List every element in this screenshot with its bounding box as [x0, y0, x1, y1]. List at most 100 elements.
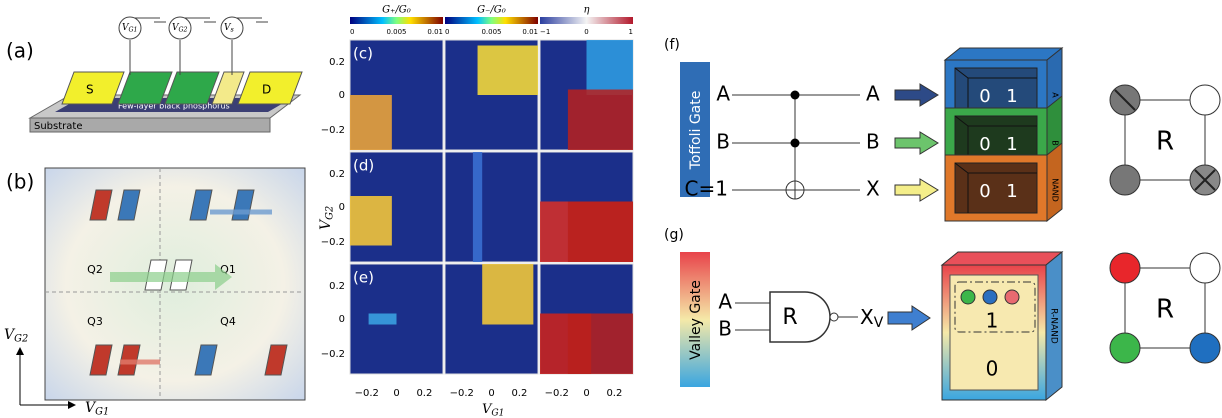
register-bit — [1189, 332, 1221, 364]
cube-digit: 0 — [979, 86, 990, 107]
x-tick-label: 0.2 — [606, 388, 622, 399]
register — [1124, 267, 1206, 349]
y-tick-label: 0.2 — [329, 57, 345, 68]
heatmap-feature — [482, 264, 534, 325]
cube-top — [940, 251, 1064, 266]
meter-label-symbol: V — [224, 23, 232, 33]
heatmap-feature — [472, 152, 483, 262]
y-tick-label: 0.2 — [329, 281, 345, 292]
meter-label: VG2 — [172, 23, 188, 33]
x-tick-label: −0.2 — [545, 388, 569, 399]
heatmap-feature — [368, 313, 397, 325]
electrode — [211, 71, 245, 105]
meter-label: VG1 — [122, 23, 138, 33]
x-tick-label: 0.2 — [416, 388, 432, 399]
substrate-front — [29, 117, 271, 133]
meter — [168, 16, 192, 40]
x-tick-label: −0.2 — [450, 388, 474, 399]
x-axis-label: VG1 — [85, 400, 109, 417]
x-axis-label-sub: G1 — [95, 406, 109, 417]
panel-label: (a) — [6, 39, 34, 63]
electrode — [117, 71, 173, 105]
bit-mark — [1194, 169, 1216, 191]
x-tick-label: 0 — [583, 388, 589, 399]
cube-side-label: A — [1051, 92, 1060, 98]
x-axis-label-symbol: V — [482, 402, 493, 417]
colorbar-title: G₊/G₀ — [382, 5, 411, 16]
colorbar-tick: 0 — [584, 28, 588, 36]
cube-digit: 0 — [979, 134, 990, 155]
y-tick-label: −0.2 — [321, 349, 345, 360]
circuit-input: A — [716, 82, 730, 106]
meter — [220, 16, 244, 40]
circuit-output-sub: V — [874, 315, 884, 331]
meter-label-symbol: V — [122, 23, 130, 33]
register-bit — [1109, 164, 1141, 196]
electrode — [237, 71, 303, 105]
meter — [118, 16, 142, 40]
arrow — [894, 131, 939, 155]
colorbar-tick: 0.005 — [481, 28, 501, 36]
circuit-input: A — [718, 290, 732, 314]
cube-side — [1045, 250, 1063, 402]
x-tick-label: 0 — [393, 388, 399, 399]
panel-label: (g) — [664, 227, 684, 243]
heatmap-feature — [567, 89, 633, 150]
register — [1124, 99, 1206, 181]
cube-digit: 1 — [986, 309, 999, 333]
electrode — [61, 71, 125, 105]
cube-side-label: R-NAND — [1049, 308, 1059, 344]
colorbar — [445, 17, 538, 24]
control-dot — [790, 138, 800, 148]
colorbar-title: G₋/G₀ — [477, 5, 506, 16]
nand-bubble — [829, 312, 839, 322]
y-tick-label: 0 — [339, 202, 345, 213]
circuit-output-symbol: X — [860, 305, 874, 329]
magnet — [264, 344, 288, 376]
panel-label: (b) — [6, 170, 34, 194]
y-tick-label: −0.2 — [321, 237, 345, 248]
arrow — [887, 305, 931, 331]
heatmap — [349, 263, 444, 375]
cube-digit: 1 — [1006, 181, 1017, 202]
colorbar-tick: 0.01 — [522, 28, 538, 36]
quadrant-label: Q3 — [87, 315, 103, 328]
x-tick-label: −0.2 — [355, 388, 379, 399]
nand-gate — [769, 291, 831, 343]
colorbar — [350, 17, 443, 24]
heatmap-feature — [567, 313, 633, 374]
colorbar-tick: 0.005 — [386, 28, 406, 36]
source-label: S — [86, 83, 94, 97]
circuit-input: B — [718, 317, 732, 341]
y-tick-label: −0.2 — [321, 125, 345, 136]
magnet — [194, 344, 218, 376]
control-dot — [790, 90, 800, 100]
substrate-label: Substrate — [34, 121, 82, 132]
x-axis-label-sub: G1 — [491, 408, 504, 418]
magnet — [117, 189, 141, 221]
heatmap-feature — [586, 40, 633, 95]
y-tick-label: 0.2 — [329, 169, 345, 180]
y-axis-label: VG2 — [4, 327, 28, 344]
meter-label-sub: G1 — [129, 26, 138, 33]
panel-label: (c) — [353, 45, 373, 63]
meter-label: Vs — [224, 23, 235, 33]
colorbar-tick: 0 — [445, 28, 449, 36]
x-tick-label: 0.2 — [511, 388, 527, 399]
heatmap-feature — [477, 45, 538, 95]
panel-label: (e) — [353, 269, 374, 287]
register-bit — [1109, 252, 1141, 284]
y-tick-label: 0 — [339, 90, 345, 101]
x-axis-label-symbol: V — [85, 400, 97, 416]
register-bit — [1189, 84, 1221, 116]
gate-label: Valley Gate — [688, 280, 704, 360]
panel-label: (d) — [353, 157, 374, 175]
colorbar-tick: −1 — [540, 28, 550, 36]
gate-label: Toffoli Gate — [688, 91, 704, 171]
x-axis-label: VG1 — [482, 402, 504, 418]
cube-digit: 0 — [986, 357, 999, 381]
y-axis-label: VG2 — [318, 206, 335, 230]
magnet — [189, 189, 213, 221]
valley-dot — [982, 289, 998, 305]
gate-label-box — [680, 62, 710, 197]
